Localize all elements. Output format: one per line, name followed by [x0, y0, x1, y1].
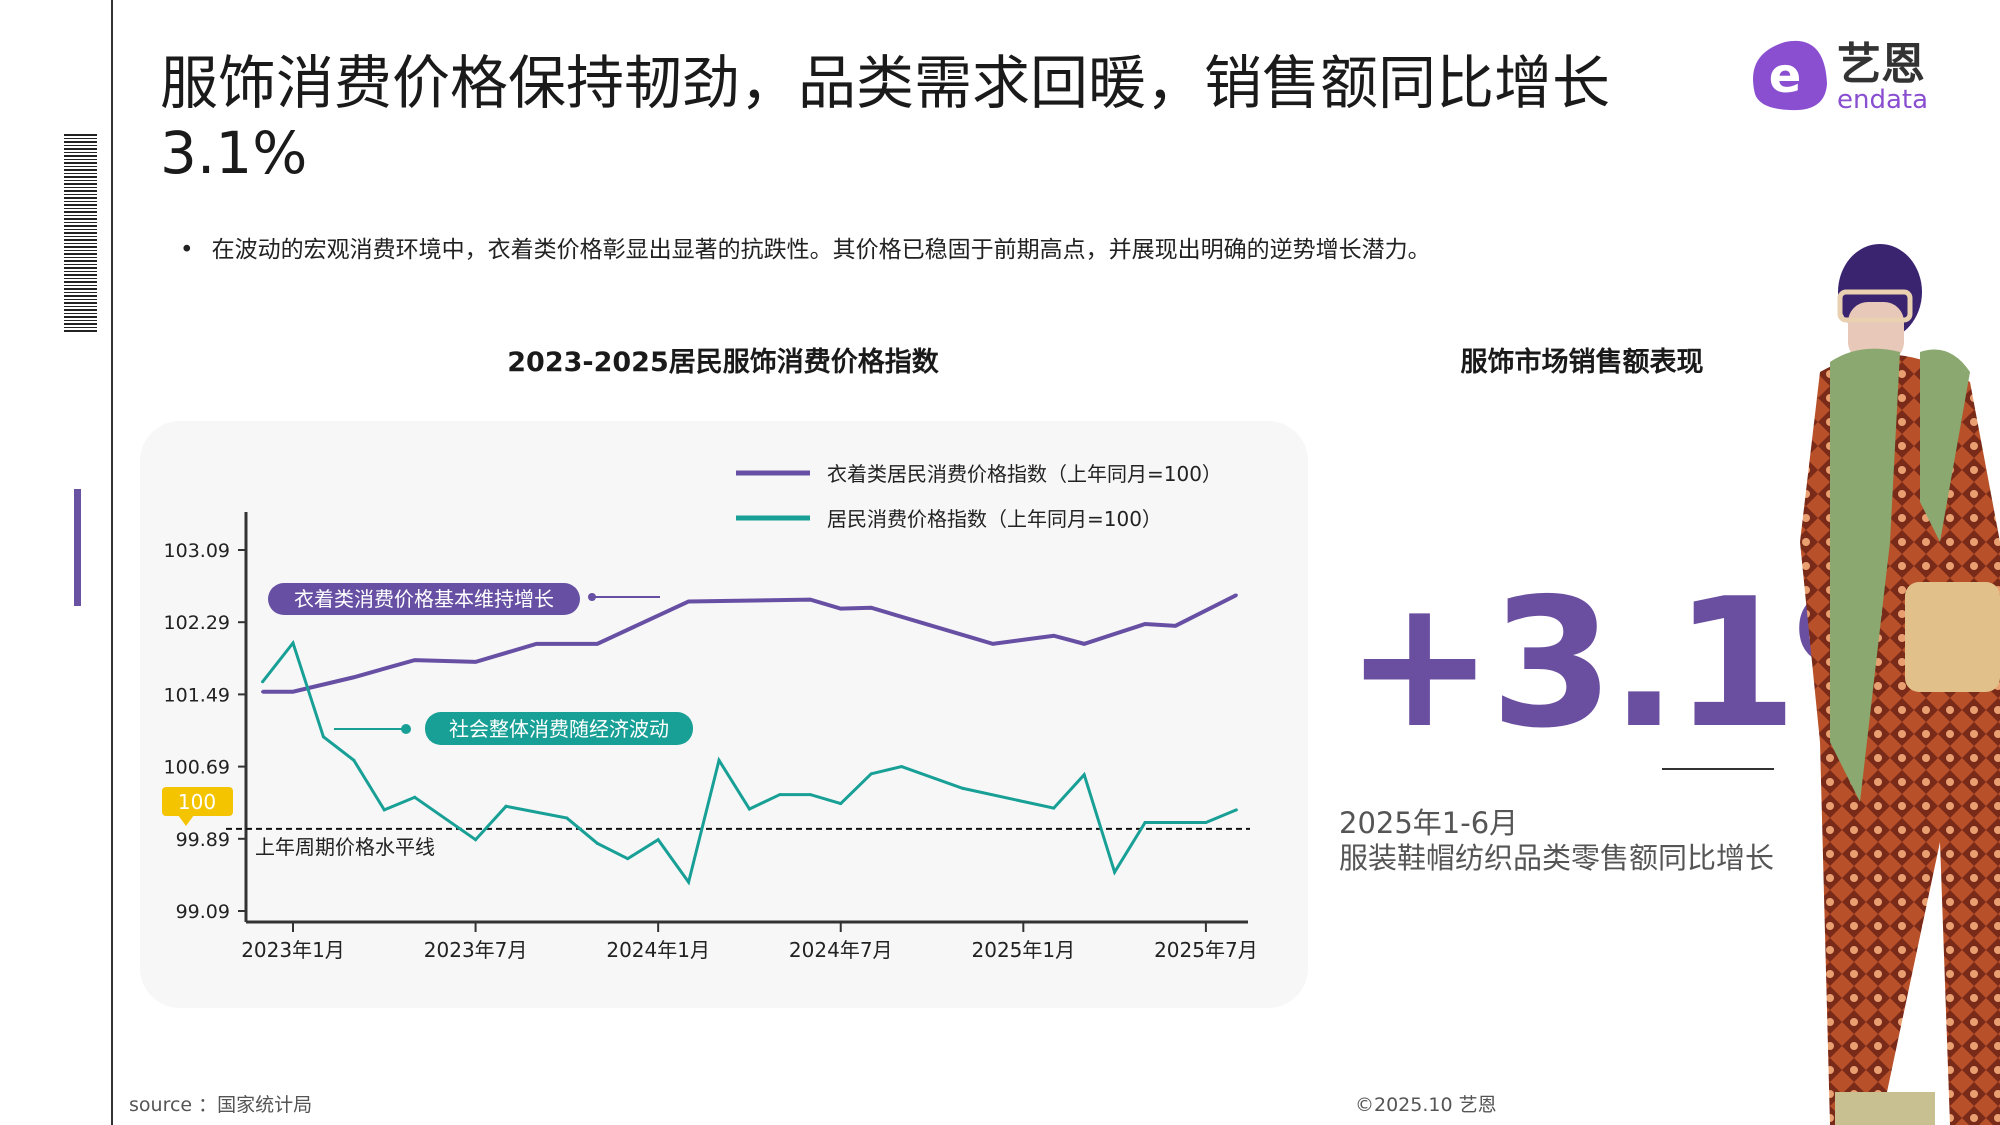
legend-clothing-label: 衣着类居民消费价格指数（上年同月=100） — [827, 462, 1222, 486]
y-tick-label: 99.09 — [176, 901, 230, 923]
data-point — [595, 642, 599, 646]
data-point — [413, 658, 417, 662]
svg-text:e: e — [1769, 48, 1802, 104]
separator — [1662, 768, 1774, 770]
svg-text:社会整体消费随经济波动: 社会整体消费随经济波动 — [449, 717, 669, 741]
data-point — [352, 758, 356, 762]
data-point — [1082, 773, 1086, 777]
data-point — [1143, 821, 1147, 825]
data-point — [474, 660, 478, 664]
data-point — [991, 642, 995, 646]
data-point — [534, 642, 538, 646]
logo-en: endata — [1837, 85, 1928, 114]
data-point — [960, 786, 964, 790]
data-point — [687, 880, 691, 884]
bullet-point: • 在波动的宏观消费环境中，衣着类价格彰显出显著的抗跌性。其价格已稳固于前期高点，… — [180, 230, 1431, 264]
data-point — [261, 680, 265, 684]
data-point — [474, 838, 478, 842]
annotation-clothing: 衣着类消费价格基本维持增长 — [268, 583, 660, 615]
left-divider — [111, 0, 113, 1125]
chart-title: 2023-2025居民服饰消费价格指数 — [507, 347, 939, 378]
x-tick-label: 2023年7月 — [424, 938, 528, 962]
data-point — [687, 599, 691, 603]
accent-bar — [74, 489, 81, 606]
data-point — [869, 772, 873, 776]
bullet-text: 在波动的宏观消费环境中，衣着类价格彰显出显著的抗跌性。其价格已稳固于前期高点，并… — [211, 237, 1431, 263]
data-point — [1143, 622, 1147, 626]
data-point — [1234, 808, 1238, 812]
ref-badge: 100 — [162, 787, 233, 826]
data-point — [808, 598, 812, 602]
data-point — [504, 804, 508, 808]
data-point — [656, 838, 660, 842]
data-point — [1113, 870, 1117, 874]
logo-cn: 艺恩 — [1837, 39, 1925, 90]
data-point — [1052, 634, 1056, 638]
ref-badge-text: 100 — [178, 790, 216, 814]
data-point — [413, 795, 417, 799]
data-point — [565, 816, 569, 820]
data-point — [382, 808, 386, 812]
copyright: ©2025.10 艺恩 — [1355, 1094, 1497, 1116]
data-point — [321, 735, 325, 739]
data-point — [1204, 821, 1208, 825]
y-tick-label: 99.89 — [176, 829, 230, 851]
x-tick-label: 2025年7月 — [1154, 938, 1258, 962]
data-point — [1173, 624, 1177, 628]
page-title: 服饰消费价格保持韧劲，品类需求回暖，销售额同比增长 3.1% — [160, 49, 1611, 187]
data-point — [595, 841, 599, 845]
data-point — [717, 758, 721, 762]
x-tick-label: 2025年1月 — [972, 938, 1076, 962]
data-point — [291, 690, 295, 694]
endata-logo: e 艺恩 endata — [1753, 39, 1928, 114]
y-tick-label: 100.69 — [164, 757, 230, 779]
y-tick-label: 101.49 — [164, 684, 230, 706]
sales-title: 服饰市场销售额表现 — [1460, 347, 1704, 378]
data-point — [808, 793, 812, 797]
data-point — [900, 765, 904, 769]
data-point — [1234, 593, 1238, 597]
data-point — [747, 807, 751, 811]
x-tick-label: 2024年1月 — [606, 938, 710, 962]
legend-cpi-label: 居民消费价格指数（上年同月=100） — [827, 507, 1162, 531]
data-point — [839, 607, 843, 611]
annotation-cpi: 社会整体消费随经济波动 — [334, 712, 693, 745]
data-point — [778, 793, 782, 797]
sales-period: 2025年1-6月 — [1339, 806, 1519, 840]
x-tick-label: 2024年7月 — [789, 938, 893, 962]
data-point — [352, 675, 356, 679]
data-point — [839, 802, 843, 806]
y-tick-label: 103.09 — [164, 540, 230, 562]
ref-label: 上年周期价格水平线 — [255, 835, 435, 859]
barcode-decoration — [64, 134, 97, 334]
bullet-icon: • — [180, 237, 194, 263]
x-tick-label: 2023年1月 — [241, 938, 345, 962]
source-note: source ：国家统计局 — [129, 1094, 313, 1116]
chart-panel — [140, 421, 1308, 1008]
sales-description: 服装鞋帽纺织品类零售额同比增长 — [1339, 841, 1775, 875]
data-point — [869, 606, 873, 610]
data-point — [291, 641, 295, 645]
data-point — [261, 690, 265, 694]
data-point — [1082, 642, 1086, 646]
data-point — [626, 857, 630, 861]
y-tick-label: 102.29 — [164, 612, 230, 634]
svg-text:衣着类消费价格基本维持增长: 衣着类消费价格基本维持增长 — [294, 587, 554, 611]
model-photo — [1800, 244, 2000, 1125]
data-point — [1052, 806, 1056, 810]
